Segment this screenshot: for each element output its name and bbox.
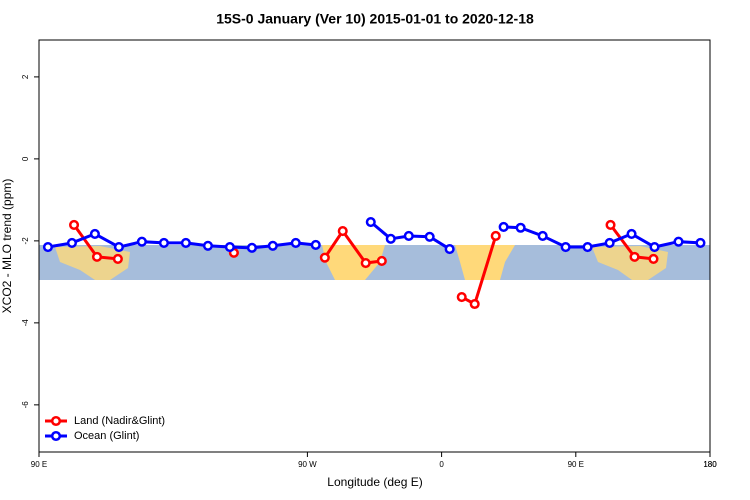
data-point bbox=[112, 253, 123, 264]
data-point bbox=[582, 241, 593, 253]
data-point bbox=[290, 237, 301, 248]
x-tick-label: 90 E bbox=[31, 460, 47, 469]
y-tick-label: -6 bbox=[21, 401, 30, 409]
y-tick-label: -2 bbox=[21, 237, 30, 245]
land-shape bbox=[592, 246, 668, 280]
legend-label: Ocean (Glint) bbox=[74, 430, 139, 442]
data-point bbox=[515, 222, 526, 233]
data-point bbox=[246, 242, 257, 253]
y-tick-label: -4 bbox=[21, 319, 30, 327]
data-point bbox=[695, 237, 706, 248]
data-point bbox=[66, 237, 78, 248]
data-point bbox=[385, 233, 396, 244]
data-point bbox=[403, 230, 414, 242]
data-point bbox=[113, 241, 124, 253]
land-shape bbox=[55, 246, 130, 280]
data-point bbox=[560, 241, 571, 253]
x-tick-label: 0 bbox=[439, 460, 444, 469]
data-point bbox=[202, 240, 213, 251]
data-point bbox=[648, 253, 659, 264]
legend-label: Land (Nadir&Glint) bbox=[74, 415, 165, 427]
data-point bbox=[68, 219, 80, 230]
plot-frame bbox=[38, 39, 711, 453]
data-point bbox=[337, 225, 348, 237]
data-point bbox=[365, 216, 376, 228]
data-point bbox=[537, 230, 548, 242]
data-point bbox=[376, 255, 387, 267]
x-tick-label: 90 E bbox=[568, 460, 584, 469]
legend-marker bbox=[50, 415, 62, 427]
data-point bbox=[180, 237, 191, 248]
data-point bbox=[310, 239, 321, 251]
data-point bbox=[91, 251, 103, 262]
data-point bbox=[626, 228, 637, 239]
data-point bbox=[469, 298, 480, 310]
data-point bbox=[490, 230, 501, 242]
data-point bbox=[267, 240, 278, 251]
data-point bbox=[456, 291, 467, 303]
data-point bbox=[158, 237, 170, 248]
legend-marker bbox=[50, 430, 62, 442]
x-tick-label: 180 bbox=[703, 460, 717, 469]
data-point bbox=[649, 241, 660, 253]
x-tick-label: 90 W bbox=[298, 460, 317, 469]
data-point bbox=[136, 236, 147, 247]
x-axis-label: Longitude (deg E) bbox=[327, 475, 422, 489]
data-point bbox=[498, 221, 509, 232]
y-tick-label: 2 bbox=[21, 74, 30, 79]
land-shape bbox=[322, 245, 385, 280]
y-tick-label: 0 bbox=[21, 156, 30, 161]
data-point bbox=[89, 228, 100, 239]
data-point bbox=[42, 241, 53, 253]
data-point bbox=[673, 236, 684, 247]
data-point bbox=[224, 241, 235, 253]
y-axis-label: XCO2 - MLO trend (ppm) bbox=[0, 179, 14, 314]
data-point bbox=[604, 237, 615, 248]
data-point bbox=[424, 231, 435, 242]
chart-title: 15S-0 January (Ver 10) 2015-01-01 to 202… bbox=[216, 11, 534, 27]
data-point bbox=[360, 257, 371, 269]
data-point bbox=[444, 244, 455, 255]
data-point bbox=[319, 252, 330, 263]
x-tick-label: 180 bbox=[703, 460, 717, 469]
map-band bbox=[39, 245, 710, 280]
data-point bbox=[629, 251, 640, 262]
land-shape bbox=[455, 245, 515, 280]
data-point bbox=[605, 219, 616, 230]
